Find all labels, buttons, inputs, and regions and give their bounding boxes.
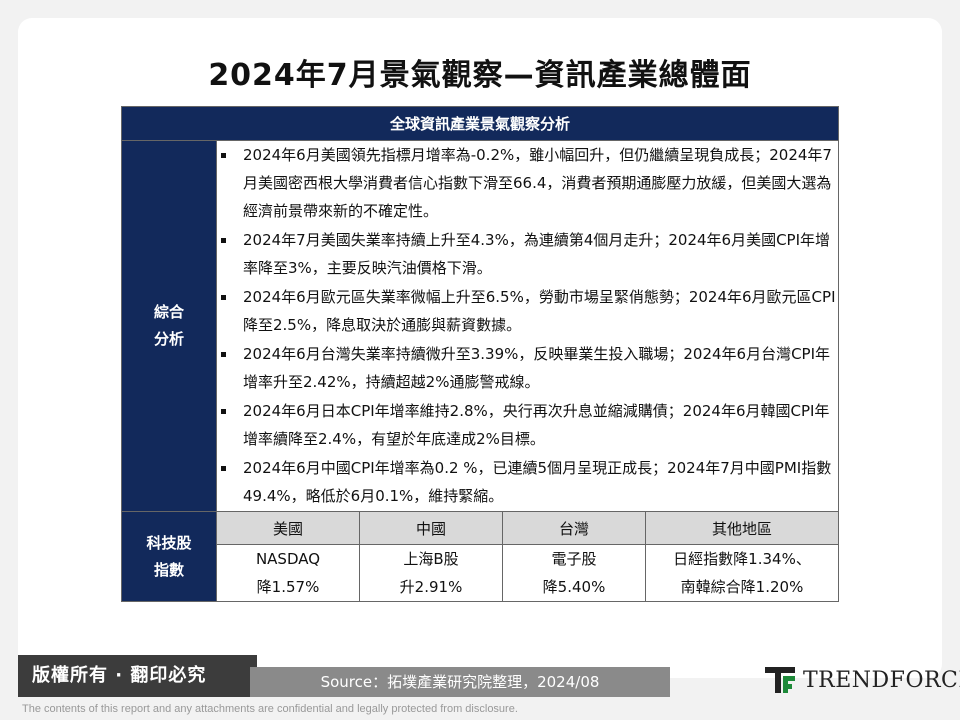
bullet-icon	[221, 466, 226, 471]
footer-bar: 版權所有 · 翻印必究 Source：拓墣產業研究院整理，2024/08 TRE…	[18, 655, 960, 699]
tech-label-line1: 科技股	[146, 533, 192, 552]
cell-us-index: NASDAQ	[255, 550, 321, 568]
bullet-text: 2024年6月日本CPI年增率維持2.8%，央行再次升息並縮減購債；2024年6…	[243, 402, 830, 448]
column-header-other: 其他地區	[645, 511, 839, 545]
disclaimer-text: The contents of this report and any atta…	[22, 703, 518, 715]
bullet-text: 2024年6月中國CPI年增率為0.2 %，已連續5個月呈現正成長；2024年7…	[243, 459, 832, 505]
cell-us-change: 降1.57%	[256, 578, 320, 596]
analysis-label-line1: 綜合	[153, 303, 184, 321]
cell-china-index: 上海B股	[403, 550, 459, 568]
source-label: Source：拓墣產業研究院整理，2024/08	[250, 667, 670, 697]
analysis-content: 2024年6月美國領先指標月增率為-0.2%，雖小幅回升，但仍繼續呈現負成長；2…	[216, 140, 839, 512]
tech-label-line2: 指數	[153, 560, 184, 579]
column-header-china: 中國	[359, 511, 503, 545]
cell-china-change: 升2.91%	[399, 578, 463, 596]
cell-taiwan-change: 降5.40%	[542, 578, 606, 596]
bullet-icon	[221, 295, 226, 300]
bullet-item-us-leading: 2024年6月美國領先指標月增率為-0.2%，雖小幅回升，但仍繼續呈現負成長；2…	[217, 141, 838, 225]
column-header-us: 美國	[216, 511, 360, 545]
bullet-text: 2024年7月美國失業率持續上升至4.3%，為連續第4個月走升；2024年6月美…	[243, 231, 831, 277]
cell-taiwan: 電子股 降5.40%	[502, 544, 646, 602]
cell-us: NASDAQ 降1.57%	[216, 544, 360, 602]
bullet-text: 2024年6月歐元區失業率微幅上升至6.5%，勞動市場呈緊俏態勢；2024年6月…	[243, 288, 836, 334]
analysis-row-label: 綜合 分析	[121, 140, 217, 512]
cell-china: 上海B股 升2.91%	[359, 544, 503, 602]
table-header: 全球資訊產業景氣觀察分析	[121, 106, 839, 141]
cell-other-line1: 日經指數降1.34%、	[673, 550, 811, 568]
bullet-icon	[221, 153, 226, 158]
trendforce-logo-icon	[763, 665, 797, 695]
analysis-label-line2: 分析	[153, 330, 184, 348]
bullet-icon	[221, 352, 226, 357]
cell-taiwan-index: 電子股	[551, 550, 597, 568]
bullet-item-japan-korea: 2024年6月日本CPI年增率維持2.8%，央行再次升息並縮減購債；2024年6…	[217, 397, 838, 453]
tech-index-row-label: 科技股 指數	[121, 511, 217, 602]
trendforce-logo-text: TRENDFORCE	[803, 667, 960, 693]
bullet-text: 2024年6月美國領先指標月增率為-0.2%，雖小幅回升，但仍繼續呈現負成長；2…	[243, 146, 832, 220]
bullet-text: 2024年6月台灣失業率持續微升至3.39%，反映畢業生投入職場；2024年6月…	[243, 345, 831, 391]
analysis-table: 全球資訊產業景氣觀察分析 綜合 分析 2024年6月美國領先指標月增率為-0.2…	[121, 106, 839, 602]
bullet-item-china: 2024年6月中國CPI年增率為0.2 %，已連續5個月呈現正成長；2024年7…	[217, 454, 838, 510]
trendforce-logo: TRENDFORCE	[763, 663, 960, 697]
cell-other: 日經指數降1.34%、 南韓綜合降1.20%	[645, 544, 839, 602]
bullet-list: 2024年6月美國領先指標月增率為-0.2%，雖小幅回升，但仍繼續呈現負成長；2…	[217, 141, 838, 510]
column-header-taiwan: 台灣	[502, 511, 646, 545]
copyright-label: 版權所有 · 翻印必究	[18, 655, 257, 697]
cell-other-line2: 南韓綜合降1.20%	[680, 578, 804, 596]
bullet-item-eurozone: 2024年6月歐元區失業率微幅上升至6.5%，勞動市場呈緊俏態勢；2024年6月…	[217, 283, 838, 339]
bullet-item-taiwan: 2024年6月台灣失業率持續微升至3.39%，反映畢業生投入職場；2024年6月…	[217, 340, 838, 396]
bullet-item-us-unemployment: 2024年7月美國失業率持續上升至4.3%，為連續第4個月走升；2024年6月美…	[217, 226, 838, 282]
bullet-icon	[221, 409, 226, 414]
page-title: 2024年7月景氣觀察—資訊產業總體面	[208, 58, 752, 93]
bullet-icon	[221, 238, 226, 243]
